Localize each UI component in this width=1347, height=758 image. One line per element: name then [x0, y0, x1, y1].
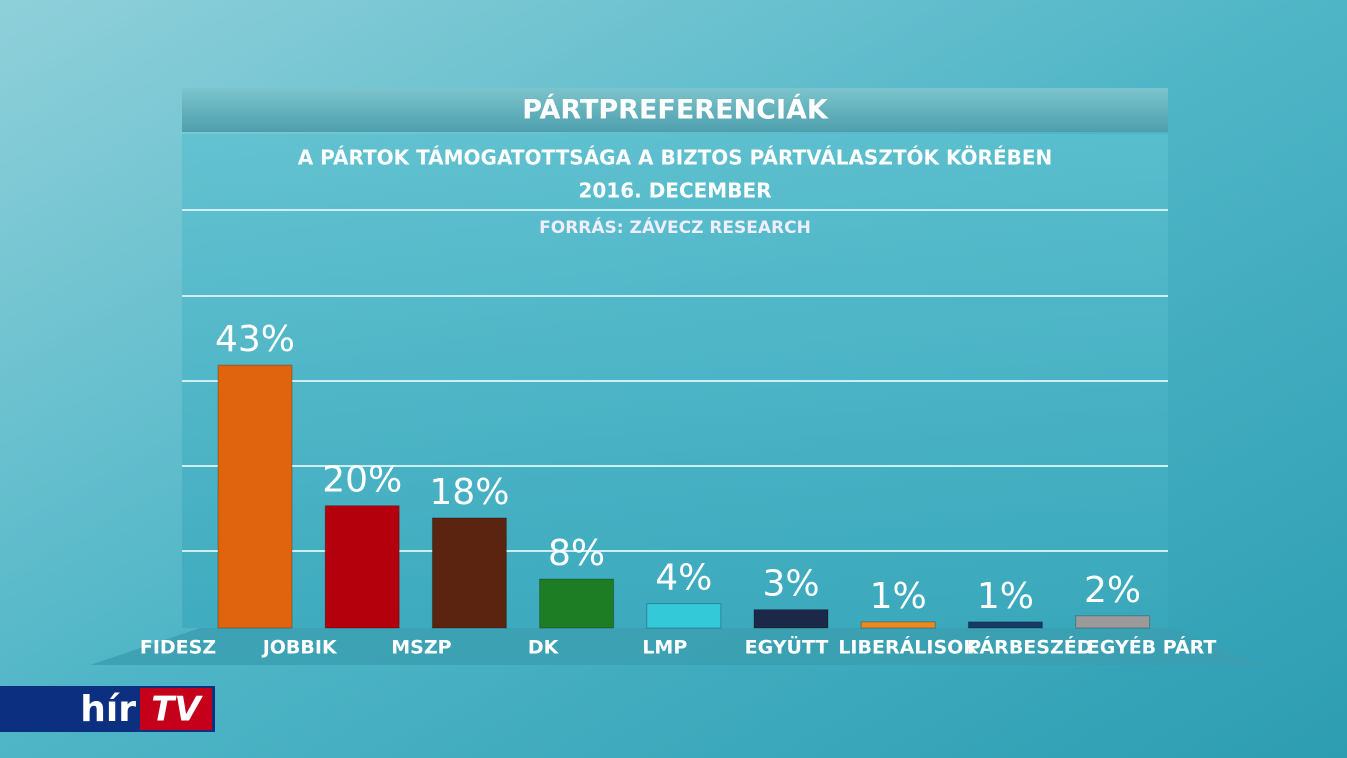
- logo-text: hír: [80, 689, 136, 730]
- value-label: 1%: [977, 576, 1034, 617]
- bar: [324, 505, 400, 629]
- value-label: 1%: [870, 576, 927, 617]
- source: FORRÁS: ZÁVECZ RESEARCH: [539, 216, 811, 238]
- bar: [753, 609, 829, 629]
- value-label: 3%: [762, 564, 819, 605]
- floor: [90, 628, 1265, 665]
- title-bar: [182, 88, 1168, 132]
- subtitle: A PÁRTOK TÁMOGATOTTSÁGA A BIZTOS PÁRTVÁL…: [298, 146, 1053, 170]
- bar: [217, 364, 293, 629]
- bar: [539, 578, 615, 629]
- subtitle: 2016. DECEMBER: [578, 179, 771, 203]
- x-tick-label: LIBERÁLISOK: [838, 636, 979, 659]
- x-tick-label: DK: [528, 637, 560, 659]
- value-label: 8%: [548, 533, 605, 574]
- chart-title: PÁRTPREFERENCIÁK: [522, 94, 829, 126]
- value-label: 18%: [429, 472, 509, 513]
- bar: [967, 621, 1043, 629]
- x-tick-label: MSZP: [391, 637, 451, 659]
- x-tick-label: PÁRBESZÉD: [967, 636, 1092, 659]
- x-tick-label: LMP: [642, 637, 687, 659]
- value-label: 43%: [215, 319, 295, 360]
- bar: [431, 517, 507, 629]
- x-tick-label: EGYÉB PÁRT: [1087, 636, 1217, 659]
- x-tick-label: JOBBIK: [261, 637, 338, 659]
- x-tick-label: EGYÜTT: [745, 635, 829, 659]
- bar: [860, 621, 936, 629]
- bar: [1075, 615, 1151, 629]
- logo-red: [140, 688, 212, 730]
- value-label: 2%: [1084, 570, 1141, 611]
- logo-text: TV: [151, 690, 203, 730]
- x-tick-label: FIDESZ: [140, 637, 216, 659]
- value-label: 20%: [322, 460, 402, 501]
- value-label: 4%: [655, 558, 712, 599]
- bar: [646, 603, 722, 629]
